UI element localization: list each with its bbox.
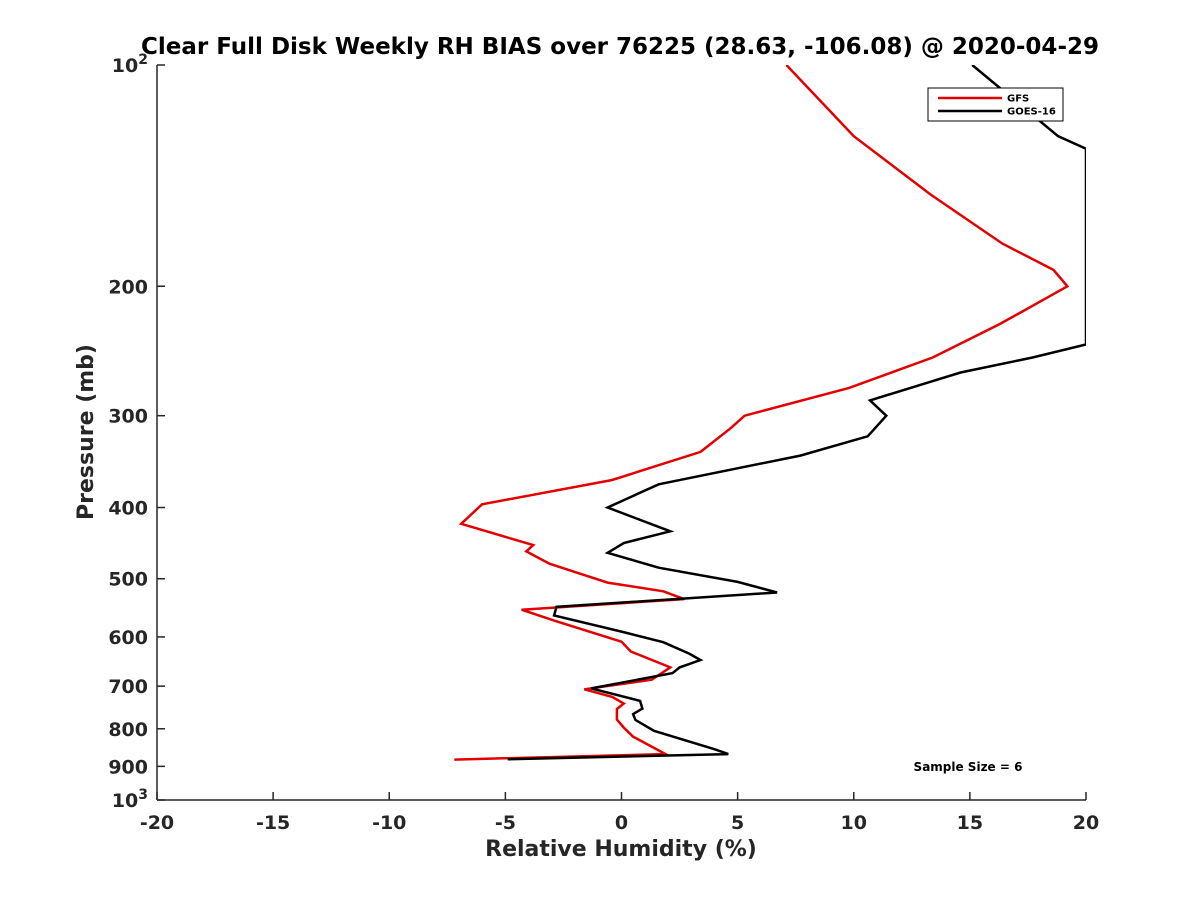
series-line-goes-16 xyxy=(507,65,1086,761)
y-tick-label: 700 xyxy=(108,676,148,698)
x-axis-label: Relative Humidity (%) xyxy=(485,837,757,862)
x-tick-label: 0 xyxy=(615,812,628,834)
y-tick-label: 500 xyxy=(108,569,148,591)
legend-label: GFS xyxy=(1007,94,1029,105)
series-layer xyxy=(454,65,1086,761)
y-tick-label: 200 xyxy=(108,276,148,298)
y-tick-label: 300 xyxy=(108,406,148,428)
legend: GFS GOES-16 xyxy=(927,87,1064,122)
x-tick-label: 5 xyxy=(731,812,744,834)
y-tick-label: 102 xyxy=(112,52,148,77)
x-tick-label: 20 xyxy=(1073,812,1099,834)
x-tick-label: -20 xyxy=(140,812,174,834)
legend-box xyxy=(927,87,1064,122)
y-tick-label: 800 xyxy=(108,719,148,741)
y-tick-label: 103 xyxy=(112,787,148,812)
chart-title: Clear Full Disk Weekly RH BIAS over 7622… xyxy=(141,34,1099,60)
y-tick-label: 900 xyxy=(108,756,148,778)
x-tick-label: -5 xyxy=(495,812,516,834)
x-tick-label: -10 xyxy=(372,812,406,834)
x-tick-label: 10 xyxy=(841,812,867,834)
y-axis-label: Pressure (mb) xyxy=(74,344,99,520)
x-tick-label: -15 xyxy=(256,812,290,834)
legend-label: GOES-16 xyxy=(1007,107,1056,118)
y-tick-label: 600 xyxy=(108,627,148,649)
x-tick-label: 15 xyxy=(957,812,983,834)
axes-layer: -20 -15 -10 -5 0 5 10 15 20 102 200 300 400 500 600 700… xyxy=(108,52,1099,834)
series-line-gfs xyxy=(454,65,1070,761)
sample-size-annotation: Sample Size = 6 xyxy=(914,760,1023,774)
y-tick-label: 400 xyxy=(108,498,148,520)
